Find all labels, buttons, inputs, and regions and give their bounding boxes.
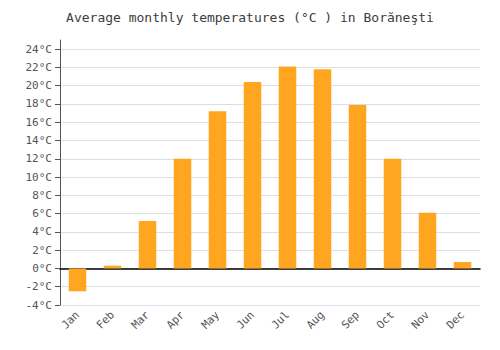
svg-text:2°C: 2°C [32,244,52,257]
svg-text:0°C: 0°C [32,262,52,275]
svg-text:24°C: 24°C [26,43,53,56]
svg-text:8°C: 8°C [32,189,52,202]
svg-text:-2°C: -2°C [26,280,53,293]
svg-text:Feb: Feb [94,308,117,331]
svg-text:Oct: Oct [374,308,397,331]
svg-text:16°C: 16°C [26,116,53,129]
svg-text:Aug: Aug [304,308,327,331]
svg-text:20°C: 20°C [26,79,53,92]
svg-text:18°C: 18°C [26,97,53,110]
svg-text:10°C: 10°C [26,171,53,184]
svg-text:4°C: 4°C [32,225,52,238]
svg-text:Dec: Dec [444,308,467,331]
svg-text:Jan: Jan [59,308,82,331]
svg-text:Mar: Mar [129,308,152,331]
svg-text:Nov: Nov [409,308,432,331]
svg-text:Average monthly temperatures (: Average monthly temperatures (°C ) in Bo… [66,10,434,25]
svg-text:Sep: Sep [339,308,362,331]
svg-text:Apr: Apr [164,308,187,331]
svg-text:6°C: 6°C [32,207,52,220]
svg-text:May: May [199,308,222,331]
svg-text:Jun: Jun [234,308,257,331]
svg-text:Jul: Jul [269,308,292,331]
svg-text:14°C: 14°C [26,134,53,147]
svg-text:22°C: 22°C [26,61,53,74]
svg-text:-4°C: -4°C [26,299,53,312]
svg-text:12°C: 12°C [26,152,53,165]
